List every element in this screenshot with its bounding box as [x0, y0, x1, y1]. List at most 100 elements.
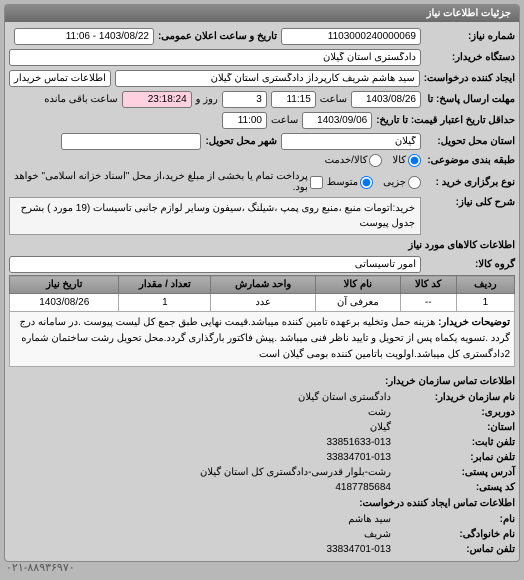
elan-input[interactable] — [14, 28, 154, 45]
details-panel: جزئیات اطلاعات نیاز شماره نیاز: تاریخ و … — [4, 4, 520, 562]
contact-label: تلفن تماس: — [395, 544, 515, 555]
contact-header: اطلاعات تماس سازمان خریدار: — [9, 373, 515, 390]
baghi-label: ساعت باقی مانده — [44, 94, 117, 105]
row-mahal: استان محل تحویل: شهر محل تحویل: — [9, 131, 515, 152]
saat-label-2: ساعت — [271, 115, 298, 126]
kala-opt: کالا — [392, 155, 406, 166]
mozooi-label: طبقه بندی موضوعی: — [425, 155, 515, 166]
pardakht-item[interactable]: پرداخت تمام یا بخشی از مبلغ خرید،از محل … — [9, 171, 323, 193]
days-input[interactable] — [222, 91, 267, 108]
dastgah-input[interactable] — [9, 49, 421, 66]
contact-line: نام سازمان خریدار:دادگستری استان گیلان — [9, 390, 515, 405]
contact-value: رشت — [368, 407, 391, 418]
mohlat-label: مهلت ارسال پاسخ: تا — [425, 94, 515, 105]
remaining-input[interactable] — [122, 91, 192, 108]
jozi-radio-item[interactable]: جزیی — [383, 176, 421, 189]
th-radif: ردیف — [456, 276, 514, 294]
contact-value: رشت-بلوار قدرسی-دادگستری کل استان گیلان — [200, 467, 391, 478]
row-shomare: شماره نیاز: تاریخ و ساعت اعلان عمومی: — [9, 26, 515, 47]
shahr-label: شهر محل تحویل: — [205, 136, 277, 147]
contact-value: 33834701-013 — [326, 544, 391, 555]
motavaset-radio[interactable] — [360, 176, 373, 189]
kala-radio-item[interactable]: کالا — [392, 154, 421, 167]
etebar-time-input[interactable] — [222, 112, 267, 129]
contact-value: سید هاشم — [348, 514, 391, 525]
contact-line: نام خانوادگی:شریف — [9, 527, 515, 542]
th-qty: تعداد / مقدار — [119, 276, 211, 294]
footer-phone: ۰۲۱-۸۸۹۳۶۹۷۰ — [6, 561, 75, 574]
motavaset-opt: متوسط — [327, 177, 358, 188]
ijad-input[interactable] — [115, 70, 420, 87]
th-code: کد کالا — [400, 276, 456, 294]
desc-text: هزینه حمل وتخلیه برعهده تامین کننده میبا… — [20, 317, 510, 360]
gorooh-label: گروه کالا: — [425, 259, 515, 270]
rooz-label: روز و — [196, 94, 218, 105]
td-qty: 1 — [119, 294, 211, 312]
row-dastgah: دستگاه خریدار: — [9, 47, 515, 68]
contact-lines2: نام: سید هاشم نام خانوادگی:شریف تلفن تماس: 3… — [9, 512, 515, 557]
td-date: 1403/08/26 — [10, 294, 119, 312]
shomare-label: شماره نیاز: — [425, 31, 515, 42]
etebar-label: حداقل تاریخ اعتبار قیمت: تا تاریخ: — [376, 115, 515, 126]
khedmat-radio-item[interactable]: کالا/خدمت — [325, 154, 383, 167]
contact-lines: نام سازمان خریدار:دادگستری استان گیلاندو… — [9, 390, 515, 495]
mahal-input[interactable] — [281, 133, 421, 150]
contact-label: تلفن ثابت: — [395, 437, 515, 448]
contact-label: تلفن نمابر: — [395, 452, 515, 463]
motavaset-radio-item[interactable]: متوسط — [327, 176, 373, 189]
kala-radio[interactable] — [408, 154, 421, 167]
contact-line: تلفن نمابر:33834701-013 — [9, 450, 515, 465]
contact-value: 4187785684 — [335, 482, 391, 493]
items-table: ردیف کد کالا نام کالا واحد شمارش تعداد /… — [9, 275, 515, 367]
td-code: -- — [400, 294, 456, 312]
row-sharh: شرح کلی نیاز: خرید:اتومات منبع ،منبع روی… — [9, 195, 515, 237]
th-name: نام کالا — [316, 276, 401, 294]
contact-line: دوربری: رشت — [9, 405, 515, 420]
kala-section-label: اطلاعات کالاهای مورد نیاز — [9, 237, 515, 254]
th-date: تاریخ نیاز — [10, 276, 119, 294]
contact-line: نام: سید هاشم — [9, 512, 515, 527]
ijad-label: ایجاد کننده درخواست: — [424, 73, 515, 84]
contact-value: دادگستری استان گیلان — [298, 392, 391, 403]
saat-label-1: ساعت — [320, 94, 347, 105]
jozi-opt: جزیی — [383, 177, 406, 188]
sharh-text: خرید:اتومات منبع ،منبع روی پمپ ،شیلنگ ،س… — [9, 197, 421, 235]
contact-label: نام: — [395, 514, 515, 525]
mohlat-time-input[interactable] — [271, 91, 316, 108]
table-header-row: ردیف کد کالا نام کالا واحد شمارش تعداد /… — [10, 276, 515, 294]
td-radif: 1 — [456, 294, 514, 312]
contact-button[interactable]: اطلاعات تماس خریدار — [9, 70, 111, 87]
contact-line: استان:گیلان — [9, 420, 515, 435]
contact-label: آدرس پستی: — [395, 467, 515, 478]
th-unit: واحد شمارش — [211, 276, 316, 294]
panel-title: جزئیات اطلاعات نیاز — [5, 5, 519, 22]
jozi-radio[interactable] — [408, 176, 421, 189]
mohlat-date-input[interactable] — [351, 91, 421, 108]
td-unit: عدد — [211, 294, 316, 312]
mozooi-radio-group: کالا کالا/خدمت — [325, 154, 421, 167]
contact-value: 33851633-013 — [326, 437, 391, 448]
contact-line: آدرس پستی: رشت-بلوار قدرسی-دادگستری کل اس… — [9, 465, 515, 480]
sharh-label: شرح کلی نیاز: — [425, 197, 515, 208]
contact-line: تلفن تماس: 33834701-013 — [9, 542, 515, 557]
khedmat-radio[interactable] — [369, 154, 382, 167]
contact-label: دوربری: — [395, 407, 515, 418]
elan-label: تاریخ و ساعت اعلان عمومی: — [158, 31, 277, 42]
etebar-date-input[interactable] — [302, 112, 372, 129]
contact-label: کد پستی: — [395, 482, 515, 493]
khedmat-opt: کالا/خدمت — [325, 155, 368, 166]
mahal-label: استان محل تحویل: — [425, 136, 515, 147]
kharid-label: نوع برگزاری خرید : — [425, 177, 515, 188]
row-etebar: حداقل تاریخ اعتبار قیمت: تا تاریخ: ساعت — [9, 110, 515, 131]
desc-label: توضیحات خریدار: — [438, 317, 510, 328]
gorooh-input[interactable] — [9, 256, 421, 273]
row-mozooi: طبقه بندی موضوعی: کالا کالا/خدمت — [9, 152, 515, 169]
pardakht-checkbox[interactable] — [310, 176, 323, 189]
row-gorooh: گروه کالا: — [9, 254, 515, 275]
shahr-input[interactable] — [61, 133, 201, 150]
kharid-radio-group: جزیی متوسط — [327, 176, 421, 189]
shomare-input[interactable] — [281, 28, 421, 45]
contact-line: تلفن ثابت: 33851633-013 — [9, 435, 515, 450]
table-row[interactable]: 1 -- معرفی آن عدد 1 1403/08/26 — [10, 294, 515, 312]
contact-label: نام خانوادگی: — [395, 529, 515, 540]
